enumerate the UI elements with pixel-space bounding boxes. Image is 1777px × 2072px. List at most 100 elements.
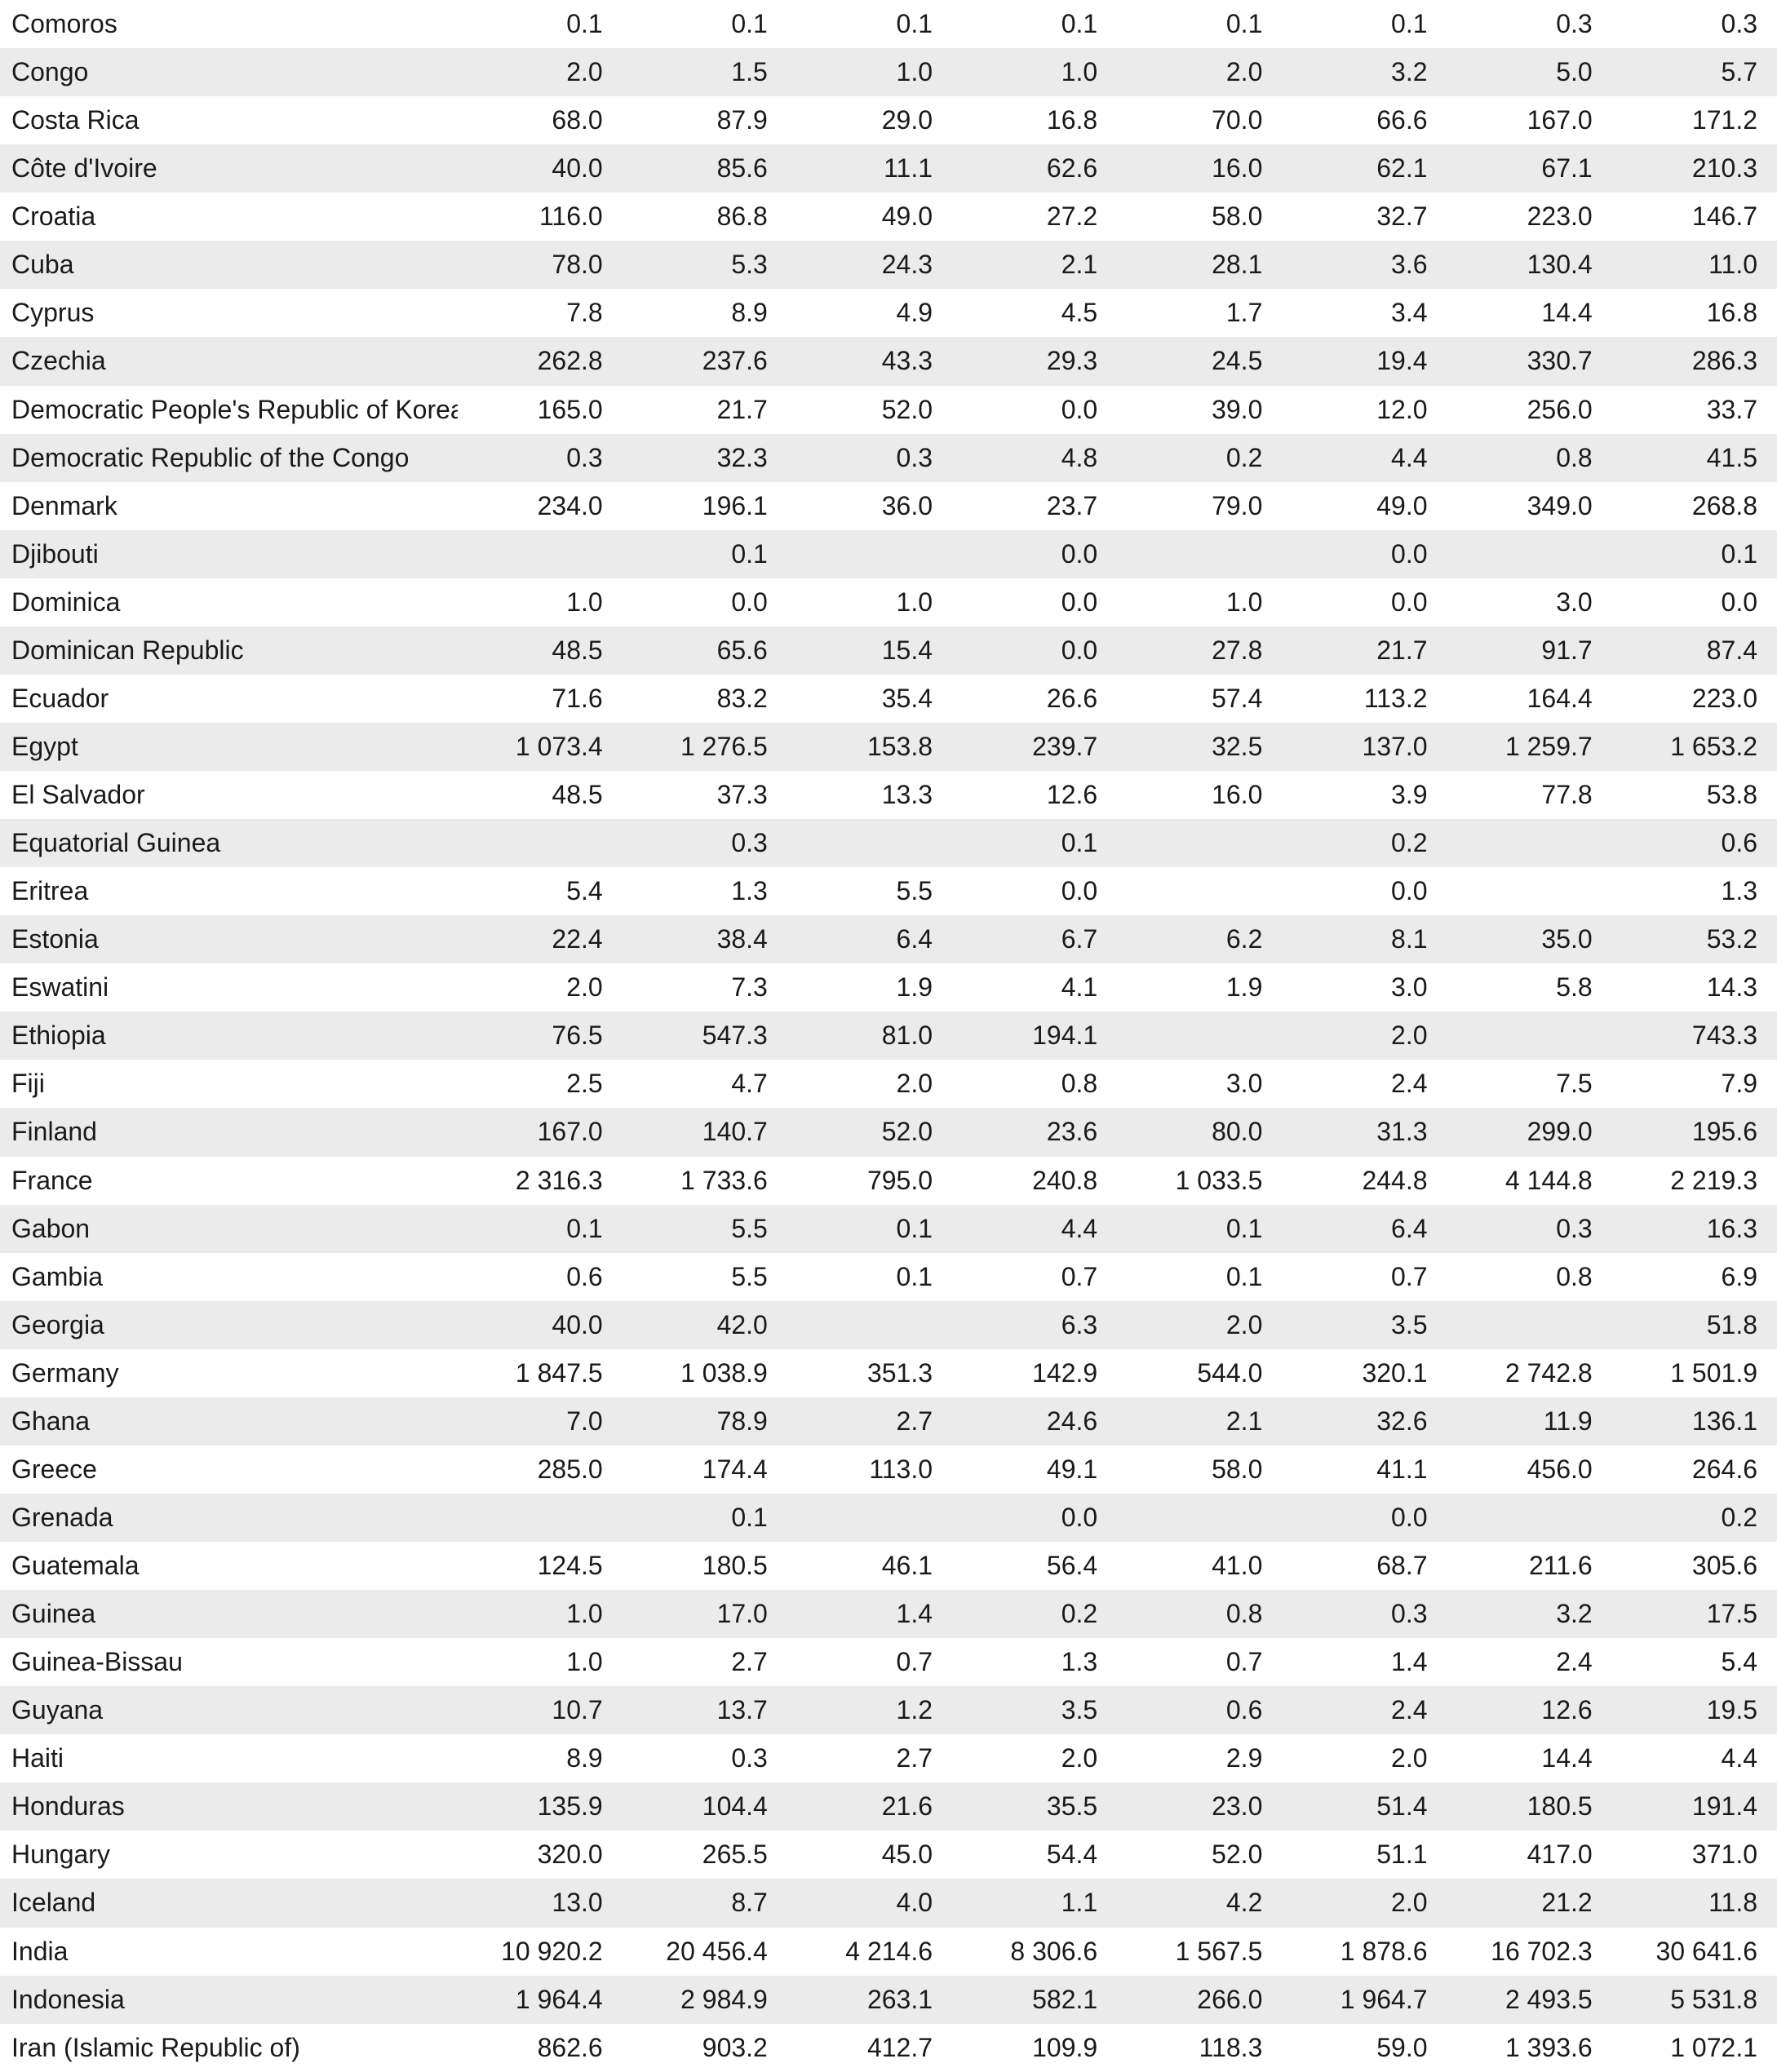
value-cell: 135.9: [537, 1791, 603, 1822]
value-cell: 8.9: [731, 298, 768, 328]
value-cell: 0.3: [1556, 1213, 1593, 1243]
value-cell: 0.8: [1556, 442, 1593, 472]
value-cell: 0.3: [731, 1743, 768, 1773]
country-name-cell: Greece: [11, 1454, 97, 1484]
value-cell: 49.1: [1046, 1454, 1098, 1484]
value-cell: 180.5: [702, 1551, 768, 1581]
value-cell: 171.2: [1691, 105, 1757, 135]
value-cell: 3.2: [1556, 1599, 1593, 1629]
value-cell: 547.3: [702, 1021, 768, 1051]
country-name-cell: France: [11, 1165, 93, 1195]
value-cell: 2.0: [1391, 1888, 1428, 1918]
value-cell: 24.6: [1046, 1406, 1098, 1436]
table-row: Guinea 1.0 17.0 1.4 0.2 0.8 0.3 3.2 17.5: [0, 1590, 1777, 1639]
value-cell: 0.6: [1225, 1695, 1263, 1725]
value-cell: 1 653.2: [1670, 731, 1757, 761]
value-cell: [1117, 819, 1282, 867]
table-row: Djibouti 0.1 0.0 0.0 0.1: [0, 529, 1777, 578]
value-cell: 1.9: [896, 972, 933, 1003]
value-cell: [1447, 867, 1612, 915]
country-name-cell: Iceland: [11, 1888, 96, 1918]
value-cell: 118.3: [1199, 2032, 1263, 2062]
value-cell: 0.1: [1225, 1261, 1263, 1291]
value-cell: 0.0: [1061, 876, 1098, 906]
value-cell: 35.5: [1046, 1791, 1098, 1822]
table-row: Cyprus 7.8 8.9 4.9 4.5 1.7 3.4 14.4 16.8: [0, 289, 1777, 337]
country-name-cell: Gabon: [11, 1213, 91, 1243]
value-cell: 1.4: [896, 1599, 933, 1629]
value-cell: 2.1: [1225, 1406, 1263, 1436]
value-cell: 3.5: [1391, 1309, 1428, 1339]
table-row: Ethiopia 76.5 547.3 81.0 194.1 2.0 743.3: [0, 1012, 1777, 1060]
value-cell: 244.8: [1362, 1165, 1428, 1195]
value-cell: 7.3: [731, 972, 768, 1003]
value-cell: [787, 1301, 952, 1349]
value-cell: 349.0: [1527, 490, 1593, 520]
value-cell: 41.5: [1706, 442, 1757, 472]
value-cell: 35.0: [1541, 924, 1593, 954]
value-cell: 2.7: [731, 1647, 768, 1677]
value-cell: 5.0: [1556, 57, 1593, 87]
value-cell: 0.8: [1225, 1599, 1263, 1629]
value-cell: 2.0: [1391, 1743, 1428, 1773]
country-name-cell: Iran (Islamic Republic of): [11, 2032, 300, 2062]
value-cell: 71.6: [552, 683, 603, 713]
value-cell: 3.0: [1391, 972, 1428, 1003]
value-cell: 0.2: [1391, 828, 1428, 858]
value-cell: 81.0: [881, 1021, 933, 1051]
value-cell: 1.0: [1061, 57, 1098, 87]
value-cell: 0.7: [896, 1647, 933, 1677]
value-cell: 194.1: [1032, 1021, 1098, 1051]
value-cell: 0.3: [1556, 9, 1593, 39]
table-row: Guyana 10.7 13.7 1.2 3.5 0.6 2.4 12.6 19.5: [0, 1686, 1777, 1735]
table-row: Haiti 8.9 0.3 2.7 2.0 2.9 2.0 14.4 4.4: [0, 1734, 1777, 1782]
value-cell: 0.1: [1391, 9, 1428, 39]
value-cell: 1.1: [1061, 1888, 1098, 1918]
country-name-cell: Egypt: [11, 731, 78, 761]
value-cell: 6.9: [1721, 1261, 1757, 1291]
value-cell: 1.0: [896, 57, 933, 87]
country-name-cell: Indonesia: [11, 1984, 125, 2014]
value-cell: 0.1: [566, 1213, 603, 1243]
value-cell: 1 733.6: [680, 1165, 768, 1195]
table-row: Croatia 116.0 86.8 49.0 27.2 58.0 32.7 223.0 146…: [0, 193, 1777, 241]
value-cell: 8 306.6: [1010, 1936, 1098, 1966]
value-cell: 57.4: [1212, 683, 1263, 713]
value-cell: [1117, 530, 1282, 578]
country-name-cell: Guyana: [11, 1695, 104, 1725]
value-cell: 2 316.3: [515, 1165, 603, 1195]
value-cell: 113.0: [869, 1454, 933, 1484]
value-cell: 0.3: [1721, 9, 1757, 39]
value-cell: 17.5: [1706, 1599, 1757, 1629]
value-cell: 5.5: [731, 1213, 768, 1243]
table-row: Guatemala 124.5 180.5 46.1 56.4 41.0 68.7 211.6…: [0, 1542, 1777, 1590]
value-cell: 1 393.6: [1504, 2032, 1593, 2062]
value-cell: 0.0: [1391, 876, 1428, 906]
table-row: Eritrea 5.4 1.3 5.5 0.0 0.0 1.3: [0, 867, 1777, 915]
country-name-cell: Guinea: [11, 1599, 96, 1629]
value-cell: 1 276.5: [680, 731, 768, 761]
value-cell: 286.3: [1691, 346, 1757, 376]
value-cell: 7.0: [566, 1406, 603, 1436]
table-row: Germany 1 847.5 1 038.9 351.3 142.9 544.0 320.…: [0, 1349, 1777, 1397]
value-cell: 903.2: [702, 2032, 768, 2062]
value-cell: 5.4: [1721, 1647, 1757, 1677]
value-cell: 0.6: [566, 1261, 603, 1291]
country-name-cell: Dominican Republic: [11, 635, 244, 665]
value-cell: 0.3: [731, 828, 768, 858]
value-cell: 262.8: [537, 346, 603, 376]
value-cell: 40.0: [552, 153, 603, 184]
value-cell: 8.7: [731, 1888, 768, 1918]
value-cell: 351.3: [866, 1357, 933, 1388]
value-cell: 53.8: [1706, 780, 1757, 810]
value-cell: [1447, 530, 1612, 578]
value-cell: 0.2: [1721, 1502, 1757, 1532]
country-name-cell: Ghana: [11, 1406, 91, 1436]
value-cell: 3.5: [1061, 1695, 1098, 1725]
table-row: Comoros 0.1 0.1 0.1 0.1 0.1 0.1 0.3 0.3: [0, 0, 1777, 48]
value-cell: 36.0: [881, 490, 933, 520]
value-cell: 299.0: [1527, 1117, 1593, 1147]
value-cell: 78.0: [552, 250, 603, 280]
value-cell: 0.0: [731, 587, 768, 617]
